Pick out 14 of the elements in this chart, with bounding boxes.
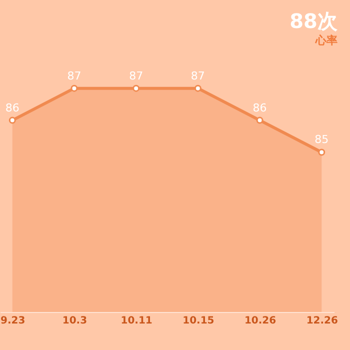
- x-tick-label: 10.15: [182, 316, 214, 326]
- x-tick-label: 10.11: [120, 316, 152, 326]
- chart-title: 88次: [290, 9, 338, 33]
- x-tick-label: 9.23: [0, 316, 26, 326]
- x-tick-label: 10.26: [244, 316, 276, 326]
- data-label: 85: [314, 133, 329, 146]
- chart-subtitle: 心率: [314, 34, 338, 47]
- data-label: 86: [252, 101, 267, 114]
- data-label: 86: [5, 101, 20, 114]
- data-label: 87: [67, 69, 82, 82]
- x-tick-label: 10.3: [62, 316, 88, 326]
- data-label: 87: [129, 69, 144, 82]
- x-tick-label: 12.26: [306, 316, 338, 326]
- data-label: 87: [190, 69, 205, 82]
